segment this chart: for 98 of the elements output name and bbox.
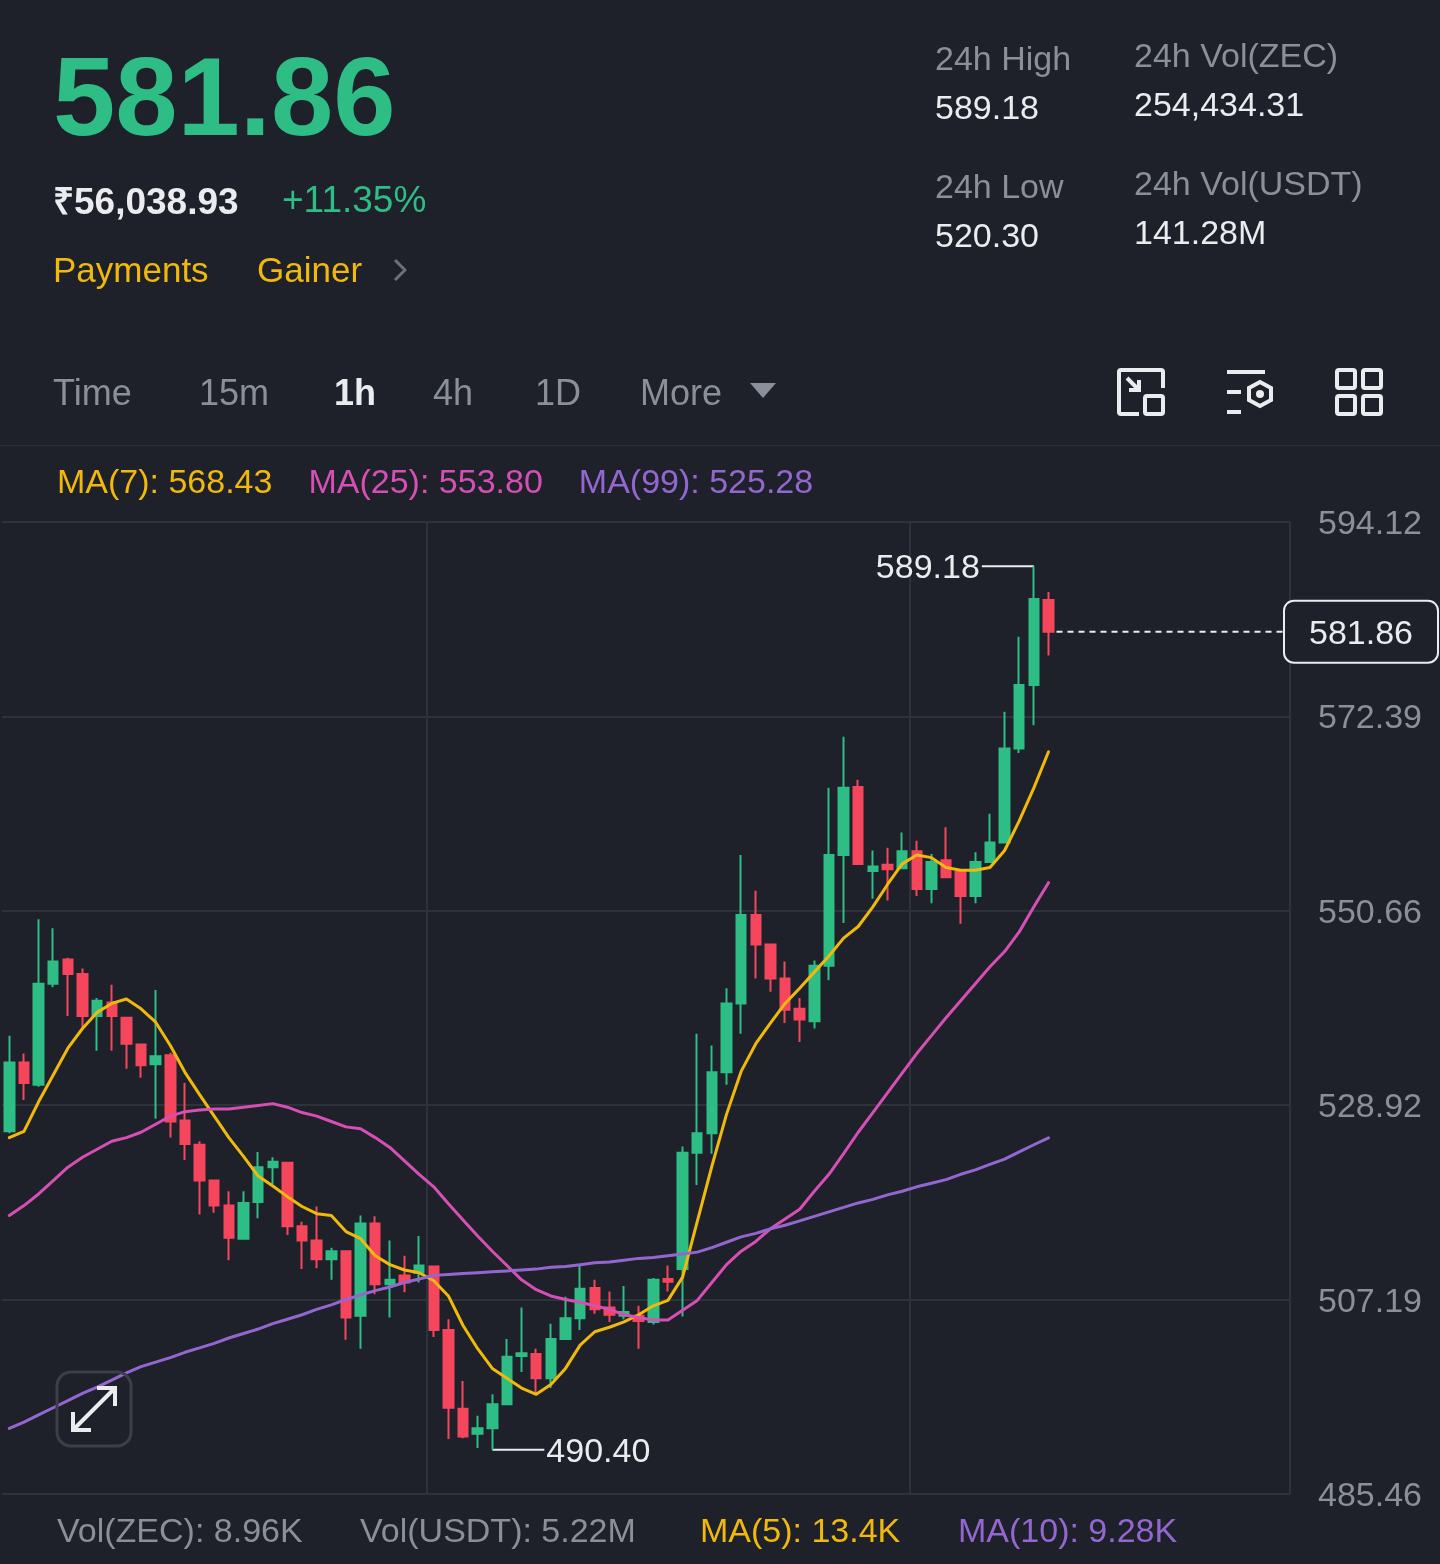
candlestick — [442, 1318, 455, 1441]
candlestick — [76, 967, 89, 1029]
candlestick — [47, 927, 59, 989]
candlestick — [1013, 635, 1025, 754]
text: 1h — [334, 371, 377, 415]
candlestick — [179, 1082, 191, 1161]
annotation: 490.40 — [546, 1430, 651, 1469]
candlestick — [808, 959, 821, 1030]
candlestick — [750, 889, 762, 980]
ref-line-label: 581.86 — [1309, 612, 1413, 651]
candlestick — [691, 1032, 703, 1187]
y-tick-label: 507.19 — [1318, 1280, 1422, 1319]
candlestick — [954, 870, 967, 925]
candlestick — [574, 1263, 586, 1331]
text: 1D — [535, 371, 582, 415]
text: Payments — [53, 249, 209, 291]
text: 15m — [199, 371, 270, 415]
candlestick — [793, 997, 806, 1043]
candlestick — [720, 987, 733, 1086]
candlestick — [208, 1178, 220, 1214]
candlestick — [252, 1150, 264, 1220]
candlestick — [369, 1215, 381, 1296]
candlestick — [998, 710, 1011, 845]
text: MA(10): 9.28K — [958, 1509, 1178, 1551]
text: Vol(USDT): 5.22M — [360, 1509, 636, 1551]
candlestick — [164, 1051, 177, 1139]
text: 4h — [433, 371, 474, 415]
candlestick — [267, 1156, 279, 1186]
y-tick-label: 528.92 — [1318, 1086, 1422, 1125]
text: 24h Low — [935, 165, 1064, 207]
text: 520.30 — [935, 214, 1039, 256]
candlestick — [223, 1190, 235, 1262]
candlestick — [881, 846, 894, 902]
text: MA(5): 13.4K — [700, 1509, 901, 1551]
candlestick — [18, 1052, 30, 1102]
text: 24h Vol(USDT) — [1134, 162, 1363, 204]
text: More — [640, 371, 723, 415]
candlestick — [764, 943, 777, 993]
line-series — [7, 750, 1050, 1396]
candlestick — [969, 851, 982, 905]
line-series — [7, 881, 1050, 1322]
candlestick — [296, 1220, 308, 1271]
text: ₹56,038.93 — [53, 179, 239, 224]
candlestick — [237, 1190, 250, 1241]
candlestick — [1028, 565, 1040, 727]
text: Time — [53, 371, 132, 415]
candlestick — [310, 1205, 323, 1270]
candlestick — [823, 786, 835, 982]
text: 589.18 — [935, 86, 1039, 128]
candlestick — [559, 1295, 572, 1341]
text: Gainer — [257, 249, 363, 291]
text: 24h High — [935, 37, 1072, 79]
candlestick — [354, 1214, 367, 1350]
candlestick — [676, 1145, 689, 1318]
y-tick-label: 485.46 — [1318, 1475, 1422, 1513]
candlestick — [545, 1322, 557, 1390]
y-tick-label: 594.12 — [1318, 503, 1422, 541]
text: MA(7): 568.43 — [57, 461, 273, 501]
y-tick-label: 550.66 — [1318, 891, 1422, 930]
candlestick — [281, 1160, 294, 1237]
annotation: 589.18 — [875, 547, 980, 586]
candlestick — [471, 1414, 484, 1450]
y-tick-label: 572.39 — [1318, 697, 1422, 736]
candlestick — [837, 735, 850, 924]
candlestick — [662, 1264, 674, 1293]
candlestick — [62, 956, 74, 1017]
line-series — [7, 1136, 1050, 1430]
text: 254,434.31 — [1134, 83, 1305, 125]
candlestick — [135, 1043, 147, 1079]
candlestick — [501, 1337, 513, 1407]
candlestick — [515, 1306, 528, 1373]
candlestick — [384, 1239, 396, 1319]
text: Vol(ZEC): 8.96K — [57, 1509, 303, 1551]
text: 24h Vol(ZEC) — [1134, 34, 1339, 76]
candlestick — [911, 839, 923, 898]
text: 581.86 — [53, 32, 396, 161]
candlestick — [3, 1034, 16, 1135]
candlestick — [1042, 590, 1055, 657]
candlestick — [340, 1249, 352, 1341]
text: 141.28M — [1134, 211, 1267, 253]
candlestick — [984, 812, 996, 864]
candlestick — [925, 853, 938, 905]
candlestick — [486, 1393, 499, 1451]
candlestick — [867, 849, 879, 900]
text: +11.35% — [282, 177, 427, 222]
candlestick — [457, 1379, 469, 1440]
candlestick — [120, 1016, 133, 1070]
candlestick — [193, 1140, 206, 1216]
candlestick — [530, 1347, 542, 1395]
text: MA(25): 553.80 — [308, 461, 543, 501]
text: MA(99): 525.28 — [578, 461, 814, 501]
candlestick — [32, 918, 45, 1088]
candlestick — [325, 1246, 338, 1281]
candlestick — [706, 1044, 718, 1155]
candlestick — [413, 1235, 425, 1284]
candlestick — [852, 778, 864, 866]
candlestick — [149, 989, 162, 1120]
candlestick — [735, 853, 747, 1035]
